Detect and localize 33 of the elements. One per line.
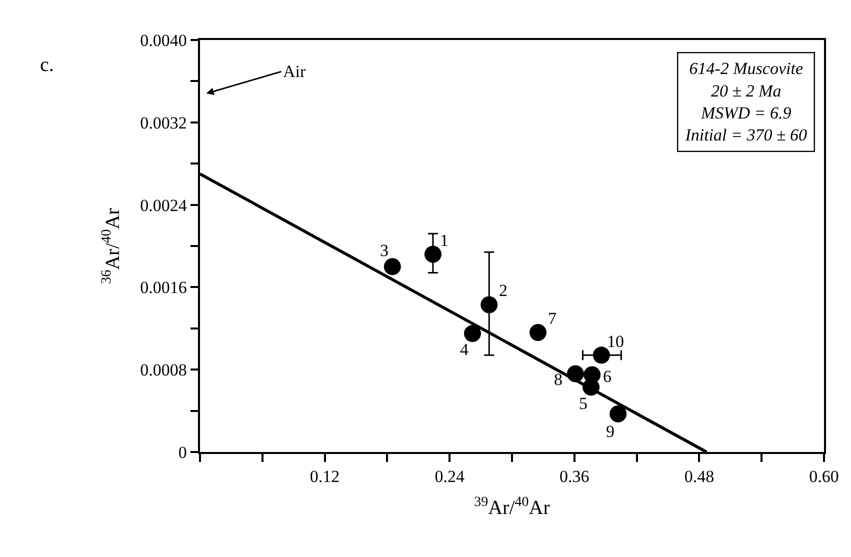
x-tick-label: 0.24 [434,467,465,486]
x-tick-label: 0.48 [684,467,714,486]
annotation: Air [283,62,306,81]
annotation: 5 [579,394,588,413]
x-tick-label: 0.12 [310,467,340,486]
point [480,296,498,314]
annotation: 2 [499,281,508,300]
annotation: 4 [460,340,469,359]
y-tick-label: 0.0016 [140,278,187,298]
point [424,246,442,263]
y-tick-label: 0.0008 [140,360,187,380]
y-tick-label: 0 [178,442,187,462]
y-tick-label: 0.0024 [140,196,188,215]
point [610,405,627,422]
text: c. [40,54,54,76]
annotation: 10 [607,332,624,351]
annotation: 7 [548,309,557,328]
x-tick-label: 0.60 [809,467,839,486]
point [384,258,401,276]
y-tick-label: 0.0032 [140,113,187,132]
x-tick-label: 0.36 [560,467,590,486]
annotation: 3 [380,241,388,260]
annotation: 9 [606,422,614,441]
annotation: 8 [554,370,562,389]
point [584,366,601,384]
x-axis-title: $^{39}$Ar/$^{40}$Ar [474,494,550,520]
point [464,325,481,342]
point [592,346,610,364]
y-tick-label: 0.0040 [140,30,187,50]
point [530,324,546,342]
annotation: 6 [603,367,612,386]
annotation: 1 [440,231,448,250]
annotation: 614-2 Muscovite 20 ± 2 Ma MSWD = 6.9 Initial = 370 ± 60 [684,59,808,144]
